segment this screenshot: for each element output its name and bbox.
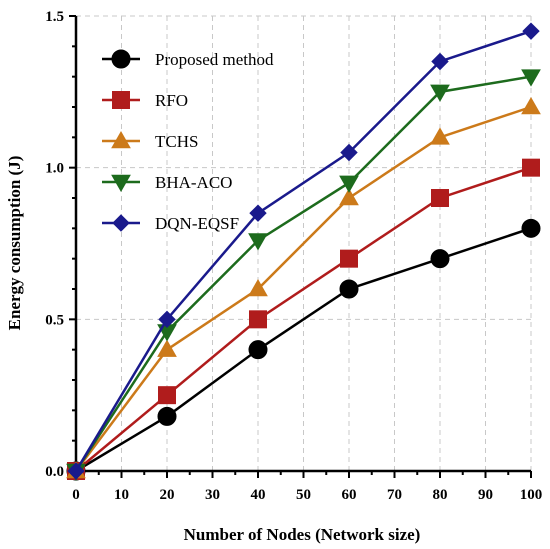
data-point (430, 249, 450, 269)
data-point (521, 96, 541, 115)
x-tick-label: 0 (72, 487, 80, 503)
legend-marker (111, 174, 131, 193)
legend-marker (111, 49, 131, 69)
legend-label: RFO (155, 91, 188, 110)
data-point (67, 462, 85, 480)
legend-label: TCHS (155, 132, 198, 151)
data-point (248, 278, 268, 297)
data-point (157, 339, 177, 357)
x-tick-label: 40 (251, 487, 266, 503)
series-proposed-method (66, 218, 541, 481)
data-point (522, 158, 540, 177)
x-tick-label: 90 (478, 487, 493, 503)
y-tick-label: 0.0 (45, 464, 64, 480)
data-point (248, 340, 268, 360)
data-point (248, 233, 268, 251)
legend-item: RFO (102, 91, 188, 110)
series-dqn-eqsf (67, 22, 540, 480)
x-tick-label: 10 (114, 487, 129, 503)
series-line (74, 75, 532, 472)
data-point (521, 69, 541, 87)
legend-marker (112, 214, 130, 232)
data-point (339, 187, 359, 206)
y-tick-label: 1.0 (45, 161, 64, 177)
x-tick-label: 100 (520, 487, 543, 503)
series-line (74, 29, 532, 472)
x-tick-label: 50 (296, 487, 311, 503)
legend-item: BHA-ACO (102, 173, 232, 193)
data-point (521, 218, 541, 238)
x-axis-title: Number of Nodes (Network size) (184, 525, 421, 544)
x-tick-label: 20 (160, 487, 175, 503)
data-point (249, 204, 267, 222)
series-line (75, 227, 532, 473)
legend-marker (111, 130, 131, 149)
x-tick-label: 30 (205, 487, 220, 503)
series-line (75, 166, 532, 472)
legend-item: Proposed method (102, 49, 274, 69)
data-point (158, 386, 176, 405)
data-point (430, 127, 450, 145)
series-line (74, 105, 532, 472)
data-point (339, 279, 359, 299)
x-tick-label: 70 (387, 487, 402, 503)
data-point (339, 175, 359, 193)
data-point (340, 143, 358, 162)
x-tick-label: 80 (433, 487, 448, 503)
data-point (430, 84, 450, 102)
data-point (158, 310, 176, 329)
legend-label: DQN-EQSF (155, 214, 239, 233)
data-point (157, 406, 177, 426)
legend-item: DQN-EQSF (102, 214, 239, 233)
data-point (522, 22, 540, 40)
y-tick-label: 0.5 (45, 312, 64, 328)
axes: 0 10 20 30 40 50 60 70 80 90 100 0.0 0.5 1.0 1.5 (45, 9, 542, 503)
legend-label: Proposed method (155, 50, 274, 69)
series-group (66, 22, 541, 482)
x-tick-label: 60 (342, 487, 357, 503)
data-point (340, 249, 358, 268)
y-tick-label: 1.5 (45, 9, 64, 25)
legend-item: TCHS (102, 130, 198, 151)
data-point (249, 310, 267, 329)
y-axis-title: Energy consumption (J) (5, 156, 24, 331)
data-point (431, 52, 449, 71)
legend-marker (112, 91, 130, 109)
data-point (431, 189, 449, 207)
legend: Proposed method RFO TCHS BHA-ACO DQN-EQSF (102, 49, 274, 233)
legend-label: BHA-ACO (155, 173, 232, 192)
